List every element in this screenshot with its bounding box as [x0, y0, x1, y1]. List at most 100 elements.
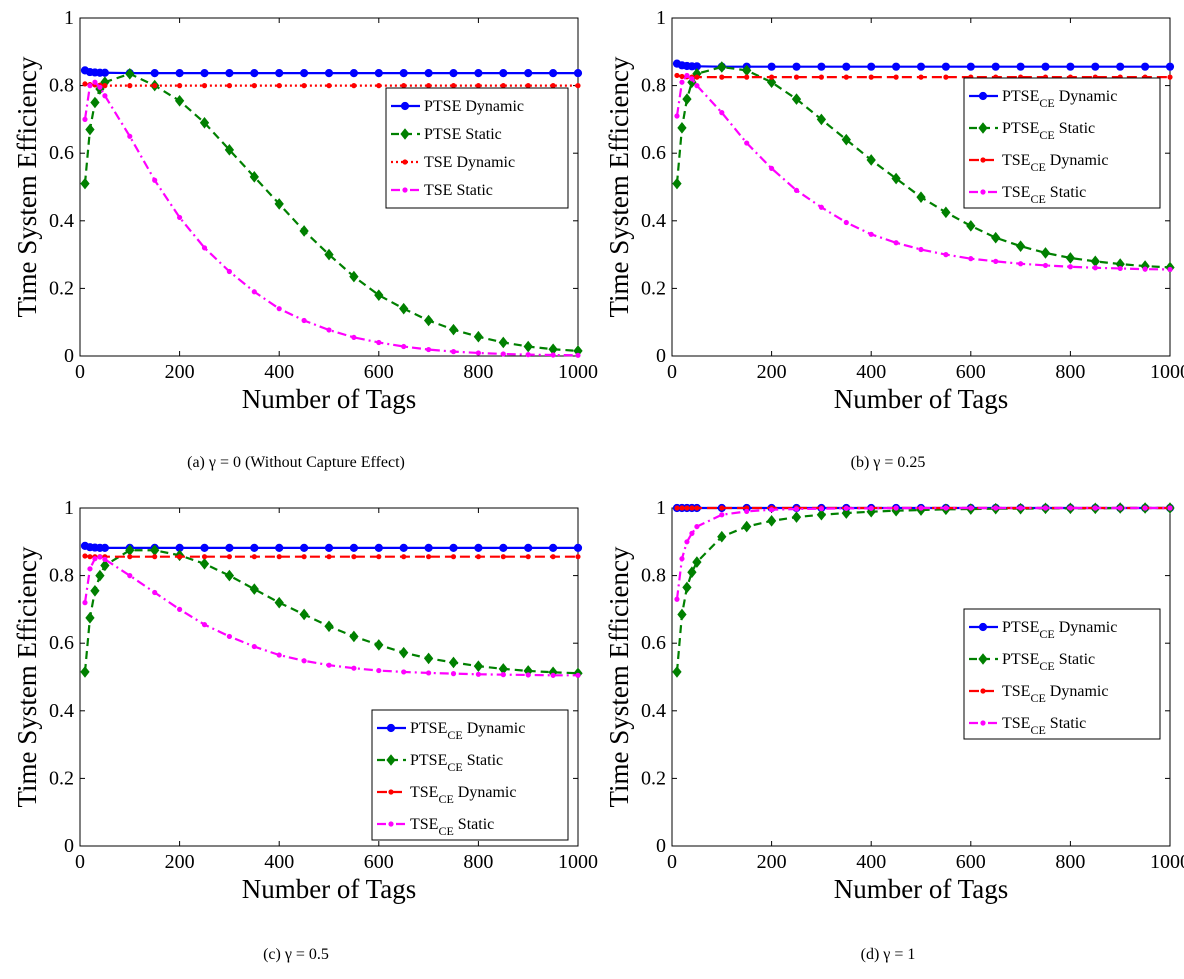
chart-b-data-point [943, 252, 949, 258]
chart-a-legend-label: TSE Dynamic [424, 154, 515, 171]
chart-d-data-point [816, 508, 827, 521]
chart-a-ytick-label: 0.2 [49, 277, 74, 299]
chart-a-data-point [102, 93, 108, 99]
chart-b-data-point [968, 256, 974, 262]
chart-d-xtick-label: 1000 [1150, 851, 1184, 873]
chart-d-data-point [689, 530, 695, 536]
chart-a-data-point [550, 83, 556, 89]
chart-c-data-point [152, 589, 158, 596]
chart-c-data-point [127, 554, 133, 560]
chart-a-series-line [84, 82, 578, 87]
chart-c-data-point [374, 543, 383, 552]
chart-c-legend-marker [388, 789, 394, 795]
chart-c-data-point [299, 608, 309, 621]
chart-b-data-point [679, 73, 685, 80]
chart-a-data-point [450, 83, 457, 89]
chart-d-data-point [719, 505, 725, 511]
chart-a-data-point [324, 248, 334, 261]
chart-a-data-point [550, 352, 556, 358]
chart-c-data-point [473, 660, 484, 672]
chart-a-data-point [351, 83, 357, 89]
chart-d-ytick-label: 0.4 [641, 700, 666, 722]
chart-d-legend-marker [978, 622, 988, 632]
chart-a-series-ptse-static [80, 67, 583, 357]
chart-c-data-point [87, 566, 93, 572]
chart-c-data-point [525, 672, 531, 678]
chart-b-data-point [792, 62, 801, 71]
chart-b-data-point [1015, 240, 1026, 252]
chart-a-data-point [301, 83, 307, 89]
caption-a: (a) γ = 0 (Without Capture Effect) [187, 454, 405, 471]
chart-c-data-point [249, 583, 259, 595]
chart-a-data-point [87, 83, 93, 89]
chart-a-data-point [127, 133, 133, 139]
chart-d-data-point [1018, 505, 1024, 511]
chart-a-data-point [201, 83, 208, 89]
chart-a-xtick-label: 0 [75, 361, 85, 383]
chart-b-data-point [991, 62, 1000, 71]
chart-b-data-point [943, 74, 949, 80]
chart-c-data-point [177, 606, 183, 613]
chart-a-data-point [473, 330, 484, 343]
chart-b-legend-marker [980, 189, 986, 195]
chart-c-legend-marker [386, 723, 396, 733]
chart-a-data-point [376, 339, 382, 346]
chart-c-data-point [423, 652, 434, 665]
chart-b: 0 200 400 600 800 1000 0 0.2 0.4 0.6 0.8 1 Number of… [604, 7, 1184, 414]
chart-a-data-point [251, 83, 257, 89]
chart-c-ytick-label: 0.8 [49, 565, 74, 587]
chart-c-data-point [524, 543, 533, 552]
chart-c-data-point [152, 554, 158, 560]
chart-b-data-point [1167, 266, 1173, 273]
chart-c-data-point [475, 554, 481, 560]
chart-b-legend-label: TSECE Static [1002, 184, 1086, 206]
chart-b-axes-frame [671, 17, 1171, 357]
chart-b-data-point [892, 62, 901, 71]
chart-b-data-point [677, 122, 687, 134]
chart-d-legend-label: PTSECE Dynamic [1002, 619, 1117, 641]
chart-d-data-point [1092, 505, 1098, 511]
chart-c-data-point [550, 672, 556, 678]
chart-a-data-point [524, 68, 533, 78]
chart-c-xtick-label: 0 [75, 851, 85, 873]
chart-a-data-point [301, 317, 307, 324]
chart-c-data-point [500, 672, 506, 678]
chart-c-data-point [424, 543, 433, 552]
chart-a-data-point [90, 96, 100, 109]
chart-b-data-point [916, 191, 926, 203]
chart-b-data-point [791, 93, 802, 105]
chart-d-data-point [1167, 505, 1173, 511]
chart-a-data-point [349, 270, 359, 283]
chart-d-data-point [1142, 505, 1148, 511]
chart-a-data-point [475, 83, 481, 89]
chart-a-data-point [500, 351, 506, 357]
chart-c-data-point [349, 543, 358, 552]
chart-c-xlabel: Number of Tags [242, 874, 417, 904]
chart-d-data-point [766, 515, 777, 527]
chart-c-data-point [326, 554, 332, 560]
chart-c-data-point [276, 554, 282, 560]
chart-a-series-ptse-dynamic [80, 66, 583, 78]
chart-a-legend-label: PTSE Static [424, 126, 502, 143]
chart-b-data-point [744, 140, 750, 146]
chart-c-data-point [177, 554, 183, 560]
chart-b-data-point [918, 246, 924, 253]
chart-a-data-point [426, 346, 432, 353]
chart-a-data-point [401, 343, 407, 350]
chart-a-data-point [127, 83, 133, 89]
chart-c-data-point [450, 554, 457, 560]
chart-b-xtick-label: 800 [1055, 361, 1085, 383]
chart-b-data-point [941, 206, 951, 219]
chart-a-data-point [450, 349, 457, 355]
chart-c-series-line [83, 555, 578, 677]
chart-b-data-point [1092, 265, 1098, 271]
chart-d-xlabel: Number of Tags [834, 874, 1009, 904]
chart-panel-d: 0 200 400 600 800 1000 0 0.2 0.4 0.6 0.8 1 Number of… [592, 490, 1184, 979]
chart-c: 0 200 400 600 800 1000 0 0.2 0.4 0.6 0.8 1 Number of… [12, 497, 598, 904]
chart-a-data-point [423, 314, 434, 327]
chart-panel-b: 0 200 400 600 800 1000 0 0.2 0.4 0.6 0.8 1 Number of… [592, 0, 1184, 489]
chart-a-data-point [152, 83, 158, 89]
chart-d-ytick-label: 0.8 [641, 565, 666, 587]
chart-b-data-point [1091, 62, 1100, 71]
chart-c-data-point [573, 543, 583, 552]
